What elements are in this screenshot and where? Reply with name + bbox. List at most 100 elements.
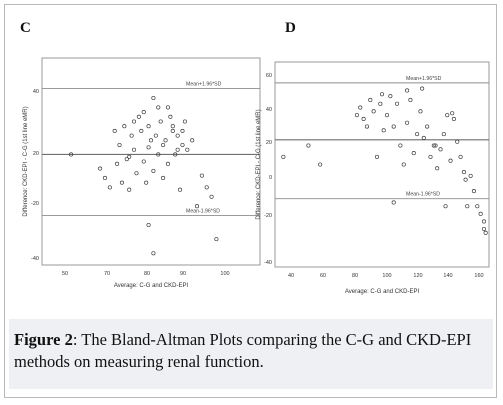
data-point-d — [371, 109, 376, 114]
data-point-d — [401, 162, 406, 167]
data-point-d — [384, 113, 390, 118]
data-point-c — [178, 187, 183, 192]
data-point-c — [204, 185, 209, 190]
x-tick-label-d: 80 — [352, 273, 358, 279]
data-point-c — [199, 173, 204, 178]
data-point-c — [112, 128, 117, 133]
data-point-d — [361, 116, 366, 121]
data-point-d — [425, 124, 430, 129]
x-tick-label-d: 140 — [443, 273, 452, 279]
chart-d: Mean+1.96*SD Mean-1.96*SD 40 60 80 100 120 140 1… — [256, 61, 490, 295]
data-point-d — [433, 143, 438, 148]
data-point-c — [158, 119, 163, 124]
data-point-c — [182, 119, 187, 124]
data-point-d — [458, 154, 463, 159]
caption-label: Figure 2 — [14, 330, 73, 349]
reference-label-c: Mean+1.96*SD — [186, 82, 222, 88]
data-point-c — [156, 105, 161, 110]
data-point-c — [141, 159, 146, 164]
data-point-c — [127, 187, 132, 192]
data-point-c — [165, 105, 171, 110]
data-point-c — [175, 147, 180, 152]
data-point-c — [185, 147, 190, 152]
y-tick-label-d: 40 — [266, 107, 272, 113]
data-point-c — [161, 175, 166, 181]
y-tick-label-c: 20 — [33, 151, 39, 157]
data-point-d — [451, 116, 456, 121]
data-point-c — [180, 128, 185, 133]
data-point-c — [170, 124, 175, 129]
data-point-c — [98, 166, 103, 171]
data-point-d — [318, 162, 323, 167]
data-point-d — [428, 154, 433, 159]
data-point-d — [415, 132, 420, 137]
data-point-c — [146, 145, 151, 150]
data-point-d — [418, 109, 423, 114]
data-point-c — [194, 204, 200, 209]
data-point-c — [119, 180, 124, 185]
data-point-d — [411, 151, 416, 156]
data-point-d — [431, 143, 436, 148]
y-axis-label-d: Difference: CKD-EPI - C-G (1st line eMR) — [256, 109, 262, 219]
data-point-c — [107, 185, 112, 190]
data-point-d — [281, 154, 286, 159]
data-point-d — [481, 219, 487, 224]
panel-letter-d: D — [285, 20, 296, 36]
data-point-c — [156, 152, 161, 157]
data-point-c — [144, 180, 149, 185]
data-point-c — [131, 119, 137, 124]
data-point-d — [374, 154, 380, 159]
caption-background — [9, 319, 493, 389]
x-tick-label-d: 40 — [288, 273, 294, 279]
data-point-d — [408, 97, 413, 103]
x-axis-label-c: Average: C-G and CKD-EPI — [114, 283, 189, 289]
data-point-d — [391, 200, 396, 205]
data-point-d — [391, 124, 396, 129]
y-tick-label-c: 40 — [33, 89, 39, 95]
data-point-c — [115, 161, 120, 166]
data-point-c — [127, 154, 132, 159]
data-point-c — [151, 95, 156, 101]
x-tick-label-c: 50 — [62, 271, 68, 277]
data-point-c — [131, 147, 137, 152]
data-point-c — [124, 157, 129, 162]
x-tick-label-c: 100 — [220, 271, 229, 277]
y-axis-label-c: Difference: CKD-EPI - C-G (1st line eMR) — [23, 106, 29, 216]
data-point-c — [117, 142, 122, 148]
data-point-c — [136, 114, 141, 119]
caption-text: : The Bland-Altman Plots comparing the C… — [14, 330, 472, 371]
data-point-d — [379, 92, 385, 97]
reference-label-d: Mean+1.96*SD — [406, 76, 442, 82]
data-point-c — [173, 152, 178, 157]
data-point-d — [358, 105, 363, 110]
reference-label-d: Mean-1.96*SD — [406, 192, 440, 198]
data-point-d — [471, 189, 477, 194]
data-point-c — [209, 194, 214, 199]
figure-caption: Figure 2: The Bland-Altman Plots compari… — [14, 329, 490, 373]
data-point-d — [394, 101, 400, 106]
data-point-c — [148, 138, 154, 143]
data-point-c — [170, 128, 175, 133]
data-point-d — [306, 143, 311, 148]
reference-label-c: Mean-1.96*SD — [186, 209, 220, 215]
y-tick-label-d: -40 — [264, 260, 272, 266]
data-point-d — [445, 113, 450, 118]
data-point-c — [122, 124, 127, 129]
x-tick-label-c: 70 — [104, 271, 110, 277]
data-point-d — [475, 204, 480, 209]
data-point-d — [481, 226, 487, 232]
data-point-c — [165, 161, 171, 166]
data-point-d — [461, 170, 466, 175]
data-point-c — [180, 142, 185, 148]
data-point-d — [441, 132, 446, 137]
data-point-c — [134, 171, 139, 176]
x-tick-label-d: 100 — [382, 273, 391, 279]
data-point-c — [102, 175, 108, 181]
data-point-c — [190, 138, 195, 143]
data-point-d — [478, 211, 483, 216]
data-point-d — [435, 166, 440, 171]
x-axis-label-d: Average: C-G and CKD-EPI — [345, 289, 420, 295]
data-point-c — [153, 133, 158, 138]
data-point-d — [463, 177, 468, 182]
